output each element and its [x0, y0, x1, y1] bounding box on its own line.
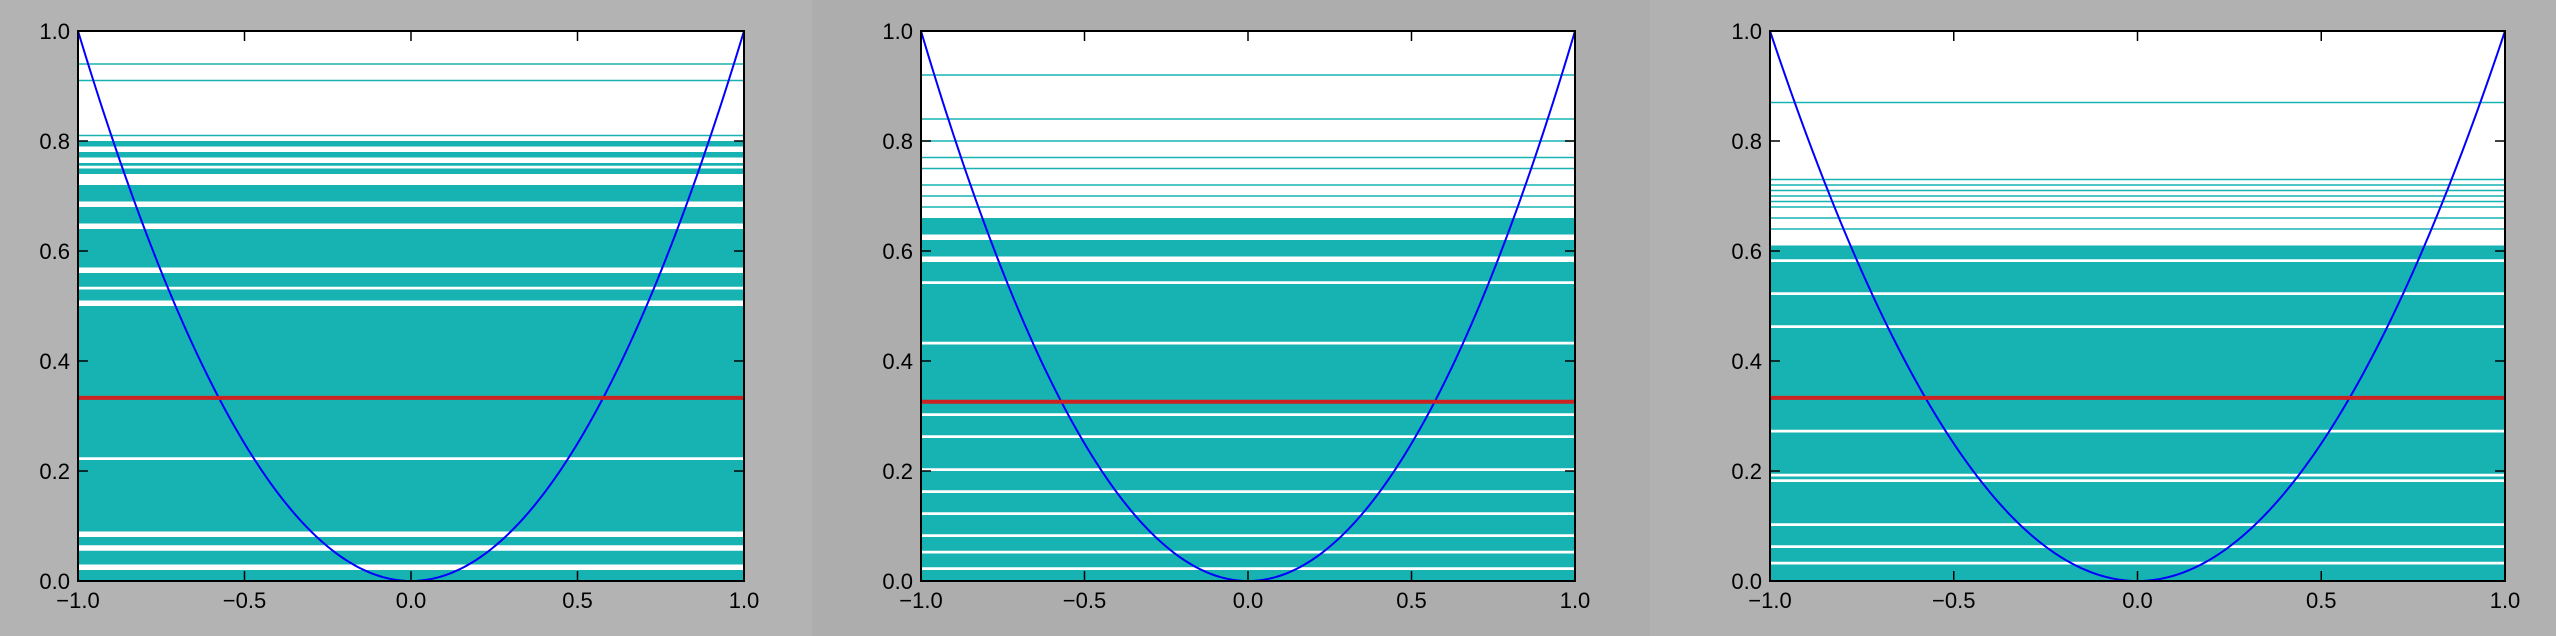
- chart-1: −1.0 −0.5 0.0 0.5 1.0 0.0 0.2 0.4 0.6 0.8 1.0: [39, 19, 759, 613]
- y-tick-label: 1.0: [1731, 19, 1762, 44]
- level-band: [78, 229, 744, 268]
- level-band: [78, 289, 744, 301]
- level-band: [78, 163, 744, 166]
- x-tick-label: 0.5: [1396, 588, 1427, 613]
- level-band: [921, 284, 1575, 342]
- y-tick-label: 1.0: [39, 19, 70, 44]
- level-band: [78, 306, 744, 458]
- level-band: [1770, 328, 2505, 430]
- level-band: [1770, 482, 2505, 524]
- level-band: [78, 168, 744, 174]
- level-band: [1770, 432, 2505, 474]
- x-tick-label: −1.0: [1748, 588, 1791, 613]
- y-tick-label: 0.8: [882, 129, 913, 154]
- level-band: [921, 537, 1575, 551]
- x-tick-label: 1.0: [729, 588, 760, 613]
- level-band: [78, 550, 744, 565]
- y-tick-label: 0.4: [1731, 349, 1762, 374]
- x-tick-label: 0.0: [2122, 588, 2153, 613]
- level-band: [921, 493, 1575, 513]
- x-tick-label: 0.5: [562, 588, 593, 613]
- level-band: [1770, 262, 2505, 293]
- x-tick-label: −0.5: [223, 588, 266, 613]
- y-tick-label: 0.6: [39, 239, 70, 264]
- y-tick-label: 0.0: [882, 569, 913, 594]
- y-tick-label: 0.0: [39, 569, 70, 594]
- y-tick-label: 0.8: [1731, 129, 1762, 154]
- level-band: [1770, 245, 2505, 260]
- level-band: [78, 537, 744, 546]
- level-band: [1770, 295, 2505, 326]
- level-band: [78, 152, 744, 158]
- level-band: [1770, 526, 2505, 546]
- level-band: [921, 262, 1575, 282]
- level-band: [78, 141, 744, 147]
- y-tick-label: 0.2: [39, 459, 70, 484]
- y-tick-label: 0.4: [882, 349, 913, 374]
- level-band: [78, 460, 744, 532]
- level-band: [921, 553, 1575, 568]
- level-band: [921, 438, 1575, 469]
- chart-3: −1.0 −0.5 0.0 0.5 1.0 0.0 0.2 0.4 0.6 0.8 1.0: [1731, 19, 2520, 613]
- level-band: [921, 515, 1575, 535]
- x-tick-label: −0.5: [1932, 588, 1975, 613]
- level-band: [921, 471, 1575, 491]
- level-band: [78, 273, 744, 287]
- level-band: [921, 240, 1575, 257]
- x-tick-label: 1.0: [1560, 588, 1591, 613]
- x-tick-label: −1.0: [899, 588, 942, 613]
- level-band: [1770, 476, 2505, 480]
- x-tick-label: −1.0: [56, 588, 99, 613]
- x-tick-label: −0.5: [1063, 588, 1106, 613]
- chart-2: −1.0 −0.5 0.0 0.5 1.0 0.0 0.2 0.4 0.6 0.8 1.0: [882, 19, 1590, 613]
- y-tick-label: 0.2: [1731, 459, 1762, 484]
- level-band: [921, 416, 1575, 436]
- parabola-curve: [921, 31, 1575, 581]
- y-tick-label: 0.0: [1731, 569, 1762, 594]
- y-tick-label: 0.6: [1731, 239, 1762, 264]
- y-tick-label: 0.8: [39, 129, 70, 154]
- parabola-curve: [78, 31, 744, 581]
- y-tick-label: 1.0: [882, 19, 913, 44]
- x-tick-label: 0.5: [2306, 588, 2337, 613]
- x-tick-label: 1.0: [2490, 588, 2521, 613]
- plot-content: [1770, 31, 2505, 581]
- level-band: [78, 207, 744, 224]
- level-band: [1770, 548, 2505, 562]
- x-tick-label: 0.0: [1233, 588, 1264, 613]
- x-tick-label: 0.0: [396, 588, 427, 613]
- parabola-curve: [1770, 31, 2505, 581]
- plot-content: [78, 31, 744, 581]
- y-tick-label: 0.6: [882, 239, 913, 264]
- level-band: [921, 218, 1575, 235]
- y-tick-label: 0.4: [39, 349, 70, 374]
- level-band: [78, 185, 744, 202]
- y-tick-label: 0.2: [882, 459, 913, 484]
